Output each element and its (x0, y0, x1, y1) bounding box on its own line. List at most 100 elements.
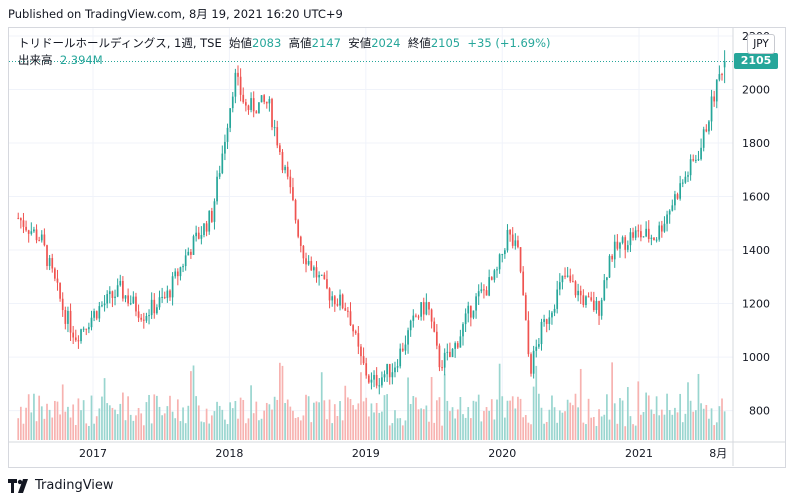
candle-body (650, 237, 653, 239)
candle-body (106, 294, 109, 304)
volume-bar (77, 398, 80, 440)
volume-bar (339, 401, 341, 440)
candle-body (404, 344, 407, 351)
candle-body (498, 254, 501, 270)
candle-body (27, 230, 30, 234)
volume-bar (284, 403, 286, 440)
volume-bar (553, 407, 556, 440)
volume-bar (239, 397, 242, 440)
volume-bar (603, 414, 606, 440)
volume-bar (88, 425, 90, 440)
volume-bar (721, 398, 723, 440)
volume-bar (192, 365, 195, 440)
candle-body (140, 317, 143, 320)
volume-bar (715, 422, 718, 440)
volume-bar (574, 393, 577, 440)
volume-bar (394, 410, 396, 440)
volume-bar (645, 392, 647, 440)
candle-body (396, 366, 399, 368)
volume-bar (190, 371, 192, 440)
candle-body (632, 232, 634, 238)
volume-bar (388, 425, 391, 440)
volume-bar (433, 422, 436, 440)
volume-bar (218, 405, 221, 440)
candle-body (663, 223, 666, 232)
candle-body (208, 210, 211, 232)
candle-body (506, 230, 509, 251)
volume-bar (302, 415, 305, 440)
volume-bar (705, 404, 708, 440)
candle-body (409, 320, 412, 331)
volume-bar (700, 403, 702, 440)
volume-bar (564, 411, 566, 440)
candle-body (129, 303, 132, 305)
candle-body (694, 159, 697, 161)
candle-body (689, 159, 692, 176)
candle-body (176, 271, 179, 277)
volume-legend: 出来高 2.394M (18, 52, 103, 68)
candle-body (119, 280, 122, 286)
volume-bar (33, 393, 35, 440)
candle-body (417, 316, 420, 318)
volume-bar (119, 403, 122, 440)
volume-bar (310, 422, 313, 440)
volume-bar (496, 399, 498, 440)
candle-body (231, 96, 234, 109)
volume-bar (273, 396, 276, 440)
candle-body (184, 255, 187, 267)
candle-body (592, 300, 595, 311)
candle-body (469, 305, 472, 318)
x-tick-label: 2021 (625, 447, 653, 460)
candle-body (501, 254, 504, 256)
volume-bar (454, 418, 457, 440)
price-candles (17, 50, 726, 395)
volume-bar (326, 419, 328, 440)
candle-body (59, 282, 61, 299)
candle-body (616, 241, 619, 249)
volume-bar (679, 393, 682, 440)
candle-body (145, 316, 148, 321)
candle-body (205, 223, 208, 232)
candle-body (284, 166, 286, 171)
volume-bar (82, 400, 85, 440)
volume-bar (469, 418, 472, 440)
candle-body (435, 331, 438, 346)
candle-body (252, 98, 255, 112)
volume-bar (140, 413, 143, 440)
volume-bar (231, 408, 234, 440)
currency-button[interactable]: JPY (747, 34, 775, 54)
volume-bar (462, 414, 464, 440)
volume-bar (333, 404, 336, 440)
chart-panel[interactable] (8, 27, 786, 468)
candle-body (179, 267, 182, 277)
candle-body (477, 291, 480, 297)
volume-bar (318, 402, 320, 440)
volume-bar (158, 406, 161, 440)
volume-bar (619, 398, 621, 440)
candle-body (378, 385, 381, 387)
volume-bar (184, 423, 187, 440)
volume-bar (637, 381, 640, 440)
volume-bar (504, 417, 506, 440)
volume-bar (103, 378, 106, 440)
volume-bar (451, 407, 454, 440)
volume-bar (655, 396, 658, 440)
volume-bar (381, 411, 383, 440)
volume-bar (17, 418, 20, 440)
candle-body (197, 232, 200, 239)
candle-body (239, 76, 242, 95)
volume-bar (85, 423, 88, 440)
volume-bar (297, 417, 300, 440)
candle-body (292, 187, 294, 201)
candle-body (420, 302, 422, 317)
candle-body (532, 350, 535, 374)
candle-body (132, 296, 135, 304)
footer-brand[interactable]: TradingView (8, 478, 114, 493)
candle-body (545, 319, 548, 324)
open-label: 始値 (229, 36, 253, 50)
candle-body (299, 236, 302, 246)
candle-body (294, 200, 297, 221)
candle-body (54, 268, 56, 279)
candle-body (320, 274, 323, 276)
